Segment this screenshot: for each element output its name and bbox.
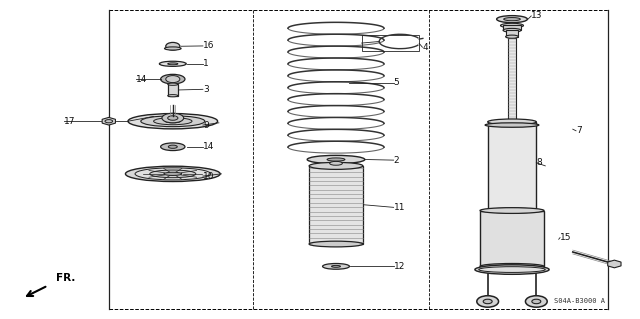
Ellipse shape <box>164 47 181 50</box>
Text: 17: 17 <box>64 117 76 126</box>
Ellipse shape <box>309 241 363 247</box>
Ellipse shape <box>161 143 185 151</box>
Text: 2: 2 <box>394 156 399 165</box>
Text: FR.: FR. <box>56 273 75 283</box>
Ellipse shape <box>332 265 340 267</box>
Ellipse shape <box>475 265 549 274</box>
Text: 10: 10 <box>203 172 214 181</box>
Ellipse shape <box>480 208 544 213</box>
Ellipse shape <box>105 120 113 123</box>
Ellipse shape <box>168 145 177 148</box>
Ellipse shape <box>125 166 220 182</box>
Bar <box>508 38 516 121</box>
Ellipse shape <box>330 161 342 165</box>
Ellipse shape <box>164 172 182 175</box>
Ellipse shape <box>165 120 180 123</box>
Ellipse shape <box>480 263 544 269</box>
Ellipse shape <box>150 170 196 178</box>
Text: 12: 12 <box>394 262 405 271</box>
Text: 9: 9 <box>203 121 209 130</box>
Text: 1: 1 <box>203 59 209 68</box>
Text: S04A-B3000 A: S04A-B3000 A <box>554 298 605 304</box>
Text: 14: 14 <box>203 142 214 151</box>
Polygon shape <box>102 117 115 125</box>
Polygon shape <box>608 260 621 268</box>
Text: 4: 4 <box>422 43 428 52</box>
Text: 3: 3 <box>203 85 209 94</box>
Text: 15: 15 <box>560 233 572 242</box>
Ellipse shape <box>323 263 349 269</box>
Bar <box>362 35 419 51</box>
Ellipse shape <box>166 42 180 50</box>
Ellipse shape <box>166 76 180 83</box>
Text: 16: 16 <box>203 41 214 50</box>
Ellipse shape <box>485 123 539 127</box>
Ellipse shape <box>497 16 527 23</box>
Ellipse shape <box>488 208 536 213</box>
Ellipse shape <box>327 158 345 161</box>
Ellipse shape <box>477 296 499 307</box>
Ellipse shape <box>141 116 205 127</box>
Ellipse shape <box>159 61 186 66</box>
Bar <box>506 30 518 37</box>
Ellipse shape <box>135 168 211 180</box>
Bar <box>480 211 544 266</box>
Ellipse shape <box>168 63 178 65</box>
Ellipse shape <box>161 74 185 84</box>
Ellipse shape <box>506 35 518 38</box>
Ellipse shape <box>168 83 178 85</box>
Ellipse shape <box>503 28 521 32</box>
Ellipse shape <box>154 118 192 125</box>
Ellipse shape <box>307 155 365 164</box>
Ellipse shape <box>504 18 520 21</box>
Ellipse shape <box>128 114 218 129</box>
Ellipse shape <box>483 299 492 304</box>
Text: 13: 13 <box>531 11 543 20</box>
Text: 11: 11 <box>394 203 405 212</box>
Text: 14: 14 <box>136 75 147 84</box>
Bar <box>488 122 536 211</box>
Ellipse shape <box>309 162 363 169</box>
Text: 7: 7 <box>576 126 582 135</box>
Bar <box>168 84 178 96</box>
Ellipse shape <box>488 119 536 125</box>
Text: 8: 8 <box>536 158 542 167</box>
Bar <box>503 25 521 30</box>
Text: 5: 5 <box>394 78 399 87</box>
Bar <box>309 166 363 244</box>
Ellipse shape <box>168 94 178 97</box>
Ellipse shape <box>500 23 524 28</box>
Ellipse shape <box>168 116 178 120</box>
Ellipse shape <box>479 267 545 272</box>
Ellipse shape <box>162 113 184 123</box>
Ellipse shape <box>525 296 547 307</box>
Ellipse shape <box>532 299 541 304</box>
